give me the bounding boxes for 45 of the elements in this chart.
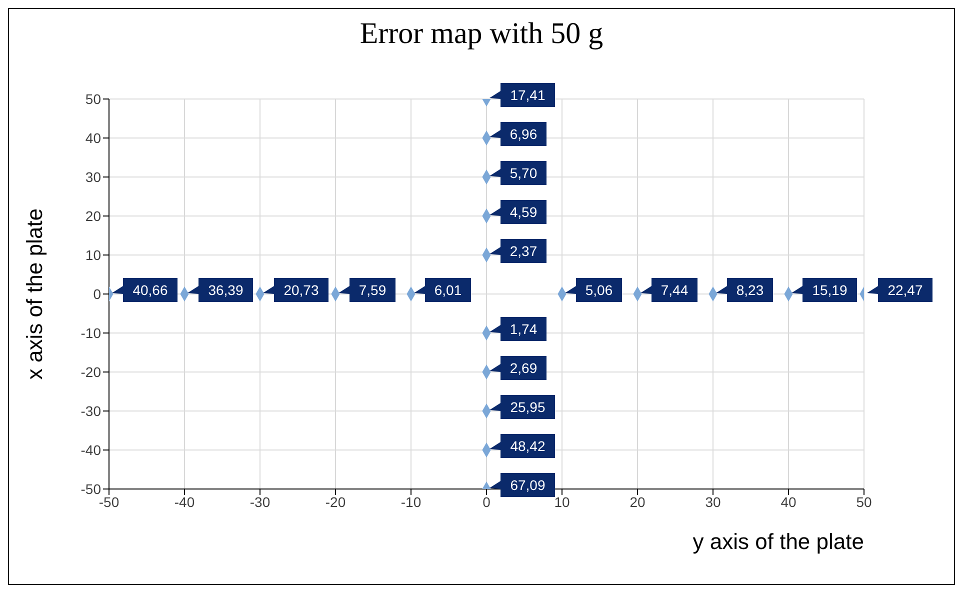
x-tick-label: -40 [174, 494, 195, 510]
annotation: 36,39 [208, 282, 244, 298]
annotation: 2,37 [510, 243, 538, 259]
x-tick-label: -20 [325, 494, 346, 510]
x-tick-label: 50 [856, 494, 872, 510]
annotation: 67,09 [510, 477, 546, 493]
x-tick-label: 10 [554, 494, 570, 510]
y-tick-label: 40 [85, 130, 102, 146]
x-tick-label: 20 [630, 494, 646, 510]
annotation: 17,41 [510, 87, 546, 103]
annotation: 7,44 [660, 282, 688, 298]
annotation: 25,95 [510, 399, 546, 415]
x-tick-label: 40 [780, 494, 796, 510]
x-tick-label: 0 [482, 494, 491, 510]
annotation: 6,96 [510, 126, 538, 142]
annotation: 8,23 [736, 282, 764, 298]
y-tick-label: -40 [80, 442, 102, 458]
annotation: 6,01 [434, 282, 462, 298]
annotation: 40,66 [132, 282, 168, 298]
x-tick-label: 30 [705, 494, 721, 510]
x-tick-label: -30 [250, 494, 270, 510]
y-tick-label: -10 [80, 324, 102, 341]
annotation: 15,19 [812, 282, 848, 298]
y-tick-label: 0 [93, 286, 102, 302]
annotation: 4,59 [510, 204, 538, 220]
x-tick-label: -10 [400, 494, 422, 510]
y-tick-label: -50 [80, 480, 102, 497]
y-tick-label: 20 [85, 208, 102, 224]
annotation: 48,42 [510, 438, 546, 454]
y-tick-label: -30 [80, 402, 102, 419]
x-tick-label: -50 [98, 494, 120, 510]
y-axis-title: x axis of the plate [22, 208, 47, 380]
y-tick-label: 50 [85, 90, 102, 107]
y-tick-label: 10 [85, 246, 102, 263]
annotation: 7,59 [358, 282, 386, 298]
annotation: 5,06 [585, 282, 613, 298]
chart-title: Error map with 50 g [358, 17, 604, 51]
annotation: 20,73 [284, 282, 319, 298]
y-tick-label: 30 [85, 168, 102, 185]
y-tick-label: -20 [80, 364, 102, 380]
annotation: 5,70 [510, 165, 538, 181]
annotation: 2,69 [510, 360, 538, 376]
annotation: 22,47 [888, 282, 923, 298]
x-axis-title: y axis of the plate [692, 529, 864, 554]
annotation: 1,74 [510, 321, 538, 337]
